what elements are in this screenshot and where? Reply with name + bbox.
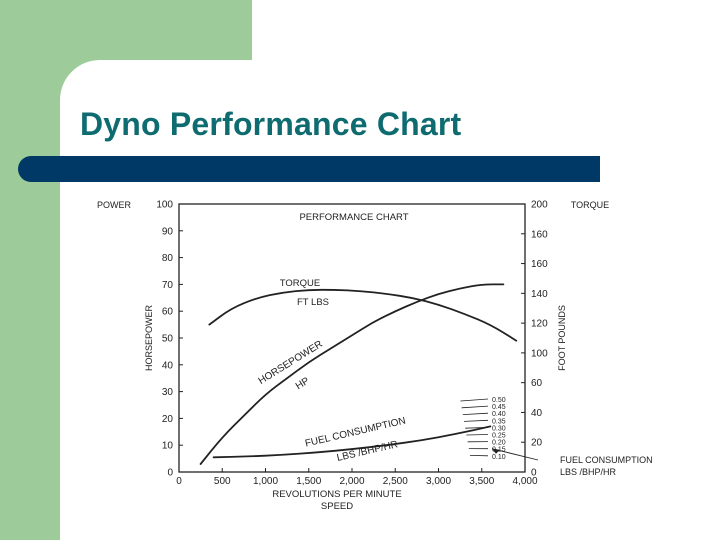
x-axis-label: REVOLUTIONS PER MINUTE (272, 489, 401, 500)
right-tick-label: 40 (531, 408, 543, 419)
left-tick-label: 0 (167, 468, 173, 479)
left-tick-label: 60 (162, 307, 174, 318)
torque-unit-annotation: FT LBS (297, 297, 329, 308)
x-tick-label: 3,500 (469, 476, 494, 487)
fuel-unit-annotation: LBS /BHP/HR (336, 439, 399, 464)
fuel-scale-unit-label: LBS /BHP/HR (560, 467, 617, 477)
right-axis-label: FOOT POUNDS (557, 305, 567, 371)
left-tick-label: 20 (162, 414, 174, 425)
fuel-scale-tick-label: 0.30 (492, 425, 506, 432)
x-axis-sublabel: SPEED (321, 501, 353, 512)
fuel-scale-line (460, 399, 488, 401)
chart-title: PERFORMANCE CHART (299, 212, 408, 223)
horsepower-unit-annotation: HP (294, 375, 312, 392)
fuel-scale-line (463, 413, 488, 414)
left-tick-label: 50 (162, 334, 174, 345)
left-tick-label: 100 (156, 200, 173, 211)
left-axis-label: HORSEPOWER (144, 305, 154, 372)
fuel-scale-label: FUEL CONSUMPTION (560, 455, 653, 465)
torque-annotation: TORQUE (280, 278, 320, 289)
right-tick-label: 160 (531, 259, 548, 270)
x-tick-label: 500 (214, 476, 231, 487)
slide-title: Dyno Performance Chart (80, 106, 461, 143)
x-tick-label: 0 (176, 476, 182, 487)
right-tick-label: 160 (531, 229, 548, 240)
x-tick-label: 2,000 (339, 476, 364, 487)
fuel-scale-tick-label: 0.10 (492, 454, 506, 461)
left-tick-label: 80 (162, 253, 174, 264)
right-tick-label: 60 (531, 378, 543, 389)
right-tick-label: 140 (531, 289, 548, 300)
left-tick-label: 90 (162, 226, 174, 237)
fuel-scale-tick-label: 0.35 (492, 418, 506, 425)
right-tick-label: 100 (531, 348, 548, 359)
right-tick-label: 120 (531, 319, 548, 330)
fuel-scale-line (462, 406, 488, 408)
left-tick-label: 40 (162, 360, 174, 371)
x-tick-label: 4,000 (512, 476, 537, 487)
fuel-scale-tick-label: 0.50 (492, 397, 506, 404)
x-tick-label: 1,000 (253, 476, 278, 487)
left-tick-label: 10 (162, 441, 174, 452)
x-tick-label: 2,500 (383, 476, 408, 487)
fuel-scale-tick-label: 0.20 (492, 440, 506, 447)
x-tick-label: 3,000 (426, 476, 451, 487)
fuel-scale-tick-label: 0.40 (492, 411, 506, 418)
horsepower-annotation: HORSEPOWER (257, 339, 325, 387)
fuel-scale-line (466, 435, 488, 436)
left-tick-label: 30 (162, 387, 174, 398)
chart-labels: 0 10 20 30 40 50 60 70 80 90 100 0 20 40 60 100 120 140 16… (97, 200, 653, 513)
right-tick-label: 20 (531, 438, 543, 449)
left-axis-header: POWER (97, 200, 132, 210)
left-tick-label: 70 (162, 280, 174, 291)
fuel-scale-tick-label: 0.45 (492, 404, 506, 411)
fuel-scale-tick-label: 0.25 (492, 433, 506, 440)
right-tick-label: 200 (531, 200, 548, 211)
chart-svg: 0 10 20 30 40 50 60 70 80 90 100 0 20 40 60 100 120 140 16… (60, 182, 720, 540)
fuel-scale-line (464, 420, 488, 421)
fuel-scale-tick-label: 0.15 (492, 447, 506, 454)
green-side-strip (0, 0, 60, 540)
series-line-1 (209, 290, 516, 341)
performance-chart: 0 10 20 30 40 50 60 70 80 90 100 0 20 40 60 100 120 140 16… (60, 182, 720, 540)
title-underline-bar (18, 156, 600, 182)
right-axis-header: TORQUE (571, 200, 609, 210)
x-tick-label: 1,500 (296, 476, 321, 487)
